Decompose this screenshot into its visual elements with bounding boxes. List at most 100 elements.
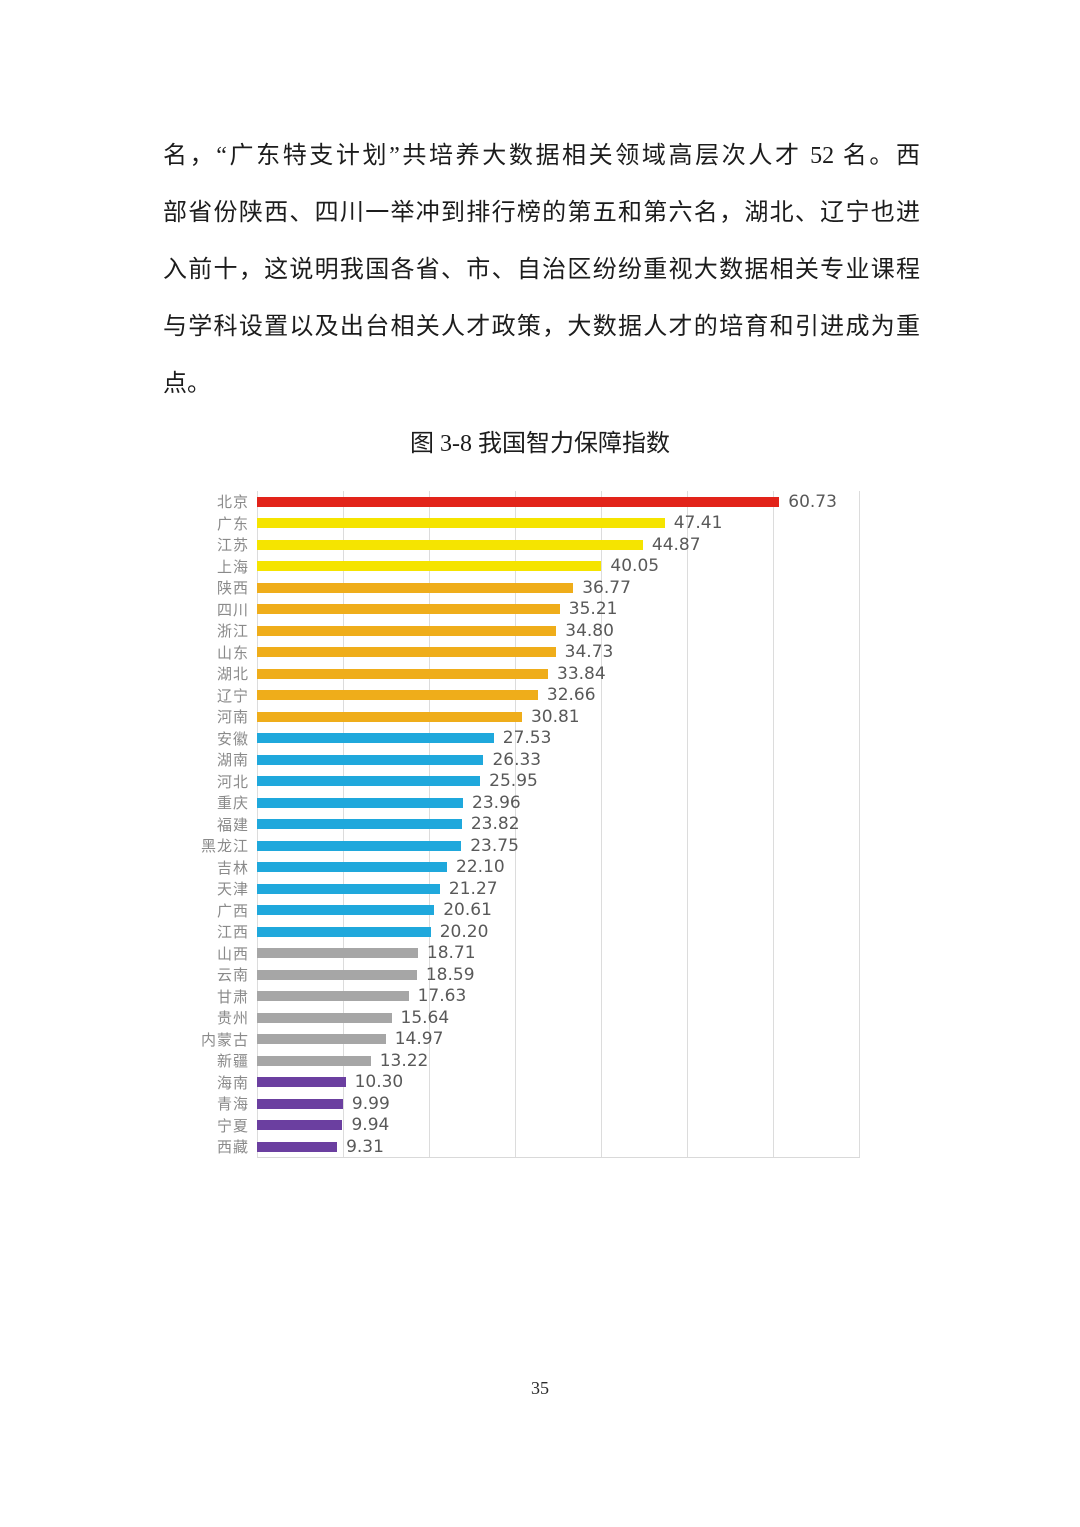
bar	[257, 496, 780, 507]
paragraph: 名，“广东特支计划”共培养大数据相关领域高层次人才 52 名。西 部省份陕西、四…	[163, 128, 920, 413]
category-label: 广东	[216, 516, 249, 533]
category-label: 河南	[216, 710, 249, 727]
category-label: 浙江	[216, 624, 249, 641]
category-label: 山东	[216, 645, 249, 662]
paragraph-line: 入前十，这说明我国各省、市、自治区纷纷重视大数据相关专业课程	[163, 257, 920, 283]
value-label: 23.82	[470, 814, 520, 835]
bar	[257, 1055, 371, 1066]
category-label: 陕西	[216, 581, 249, 598]
value-label: 22.10	[456, 857, 505, 878]
bar	[257, 1098, 343, 1109]
bar-track: 9.31	[257, 1136, 860, 1158]
value-label: 21.27	[448, 878, 498, 899]
chart-row: 黑龙江 23.75	[187, 835, 860, 857]
bar-track: 13.22	[257, 1050, 860, 1072]
value-label: 40.05	[610, 556, 660, 577]
value-label: 32.66	[546, 685, 596, 706]
bar	[257, 862, 448, 873]
bar-track: 36.77	[257, 577, 860, 599]
chart-row: 安徽 27.53	[187, 727, 860, 749]
chart-row: 山西 18.71	[187, 942, 860, 964]
value-label: 13.22	[379, 1050, 429, 1071]
value-label: 23.96	[472, 792, 521, 813]
figure-caption: 图 3-8 我国智力保障指数	[410, 431, 670, 457]
value-label: 36.77	[582, 577, 631, 598]
bar-track: 34.80	[257, 620, 860, 642]
bar	[257, 1012, 392, 1023]
category-label: 宁夏	[216, 1118, 249, 1135]
value-label: 10.30	[354, 1072, 404, 1093]
chart-row: 湖南 26.33	[187, 749, 860, 771]
bar	[257, 518, 665, 529]
category-label: 上海	[216, 559, 249, 576]
category-label: 新疆	[216, 1054, 249, 1071]
bar	[257, 561, 602, 572]
value-label: 14.97	[394, 1029, 444, 1050]
bar-track: 23.96	[257, 792, 860, 814]
category-label: 山西	[216, 946, 249, 963]
bar-track: 23.82	[257, 813, 860, 835]
bar	[257, 969, 417, 980]
bar	[257, 926, 431, 937]
bar-track: 33.84	[257, 663, 860, 685]
chart-row: 河南 30.81	[187, 706, 860, 728]
category-label: 北京	[216, 495, 249, 512]
chart-row: 广西 20.61	[187, 899, 860, 921]
paragraph-line: 点。	[163, 371, 211, 397]
chart-row: 四川 35.21	[187, 598, 860, 620]
bar-track: 21.27	[257, 878, 860, 900]
category-label: 海南	[216, 1075, 249, 1092]
category-label: 辽宁	[216, 688, 249, 705]
category-label: 贵州	[216, 1011, 249, 1028]
value-label: 60.73	[788, 491, 837, 512]
bar-track: 18.71	[257, 942, 860, 964]
bar-track: 9.94	[257, 1114, 860, 1136]
chart-row: 青海 9.99	[187, 1093, 860, 1115]
bar-track: 35.21	[257, 598, 860, 620]
bar-track: 26.33	[257, 749, 860, 771]
chart-row: 广东 47.41	[187, 512, 860, 534]
category-label: 安徽	[216, 731, 249, 748]
chart-row: 山东 34.73	[187, 641, 860, 663]
intelligence-support-index-chart: 北京 60.73 广东 47.41 江苏 44.87 上海 40.05 陕西 36.77 四川 35.…	[187, 491, 860, 1158]
category-label: 西藏	[216, 1140, 249, 1157]
category-label: 江苏	[216, 538, 249, 555]
category-label: 广西	[216, 903, 249, 920]
bar-track: 30.81	[257, 706, 860, 728]
value-label: 18.71	[426, 943, 476, 964]
category-label: 河北	[216, 774, 249, 791]
chart-row: 陕西 36.77	[187, 577, 860, 599]
category-label: 甘肃	[216, 989, 249, 1006]
bar-track: 25.95	[257, 770, 860, 792]
bar	[257, 647, 556, 658]
bar	[257, 582, 574, 593]
category-label: 四川	[216, 602, 249, 619]
bar	[257, 754, 484, 765]
category-label: 湖南	[216, 753, 249, 770]
bar-track: 9.99	[257, 1093, 860, 1115]
chart-row: 云南 18.59	[187, 964, 860, 986]
value-label: 44.87	[651, 534, 701, 555]
chart-plot-area: 北京 60.73 广东 47.41 江苏 44.87 上海 40.05 陕西 36.77 四川 35.…	[187, 491, 860, 1158]
value-label: 20.61	[443, 900, 492, 921]
category-label: 福建	[216, 817, 249, 834]
value-label: 33.84	[557, 663, 606, 684]
bar-track: 18.59	[257, 964, 860, 986]
bar	[257, 840, 462, 851]
bar	[257, 776, 481, 787]
category-label: 吉林	[216, 860, 249, 877]
bar	[257, 797, 464, 808]
bar-track: 14.97	[257, 1028, 860, 1050]
category-label: 江西	[216, 925, 249, 942]
chart-row: 北京 60.73	[187, 491, 860, 513]
chart-row: 宁夏 9.94	[187, 1114, 860, 1136]
bar	[257, 948, 418, 959]
value-label: 35.21	[568, 599, 618, 620]
bar	[257, 539, 643, 550]
bar-track: 20.20	[257, 921, 860, 943]
value-label: 15.64	[400, 1007, 450, 1028]
bar	[257, 905, 435, 916]
category-label: 黑龙江	[200, 839, 249, 856]
bar-track: 34.73	[257, 641, 860, 663]
